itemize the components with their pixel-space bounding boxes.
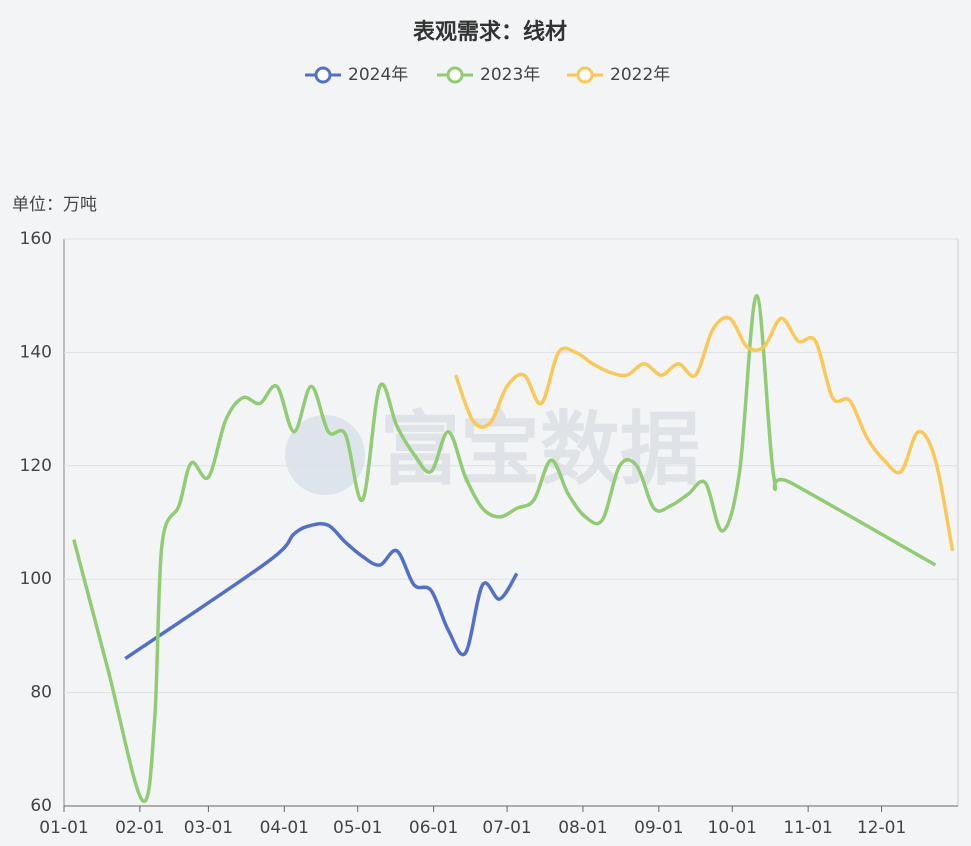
x-tick-label: 09-01 xyxy=(634,818,683,838)
legend-marker xyxy=(446,66,464,84)
x-tick-label: 05-01 xyxy=(333,818,382,838)
x-tick-label: 10-01 xyxy=(708,818,757,838)
x-tick-label: 08-01 xyxy=(558,818,607,838)
x-tick-label: 12-01 xyxy=(857,818,906,838)
x-tick-label: 06-01 xyxy=(409,818,458,838)
legend-label: 2024年 xyxy=(348,65,408,85)
y-tick-label: 100 xyxy=(20,569,52,589)
y-tick-label: 120 xyxy=(20,456,52,476)
line-series xyxy=(454,315,955,552)
chart-title: 表观需求：线材 xyxy=(413,19,567,45)
legend-marker xyxy=(314,66,332,84)
line-series xyxy=(72,293,937,804)
y-tick-label: 60 xyxy=(30,796,52,816)
x-tick-label: 11-01 xyxy=(783,818,832,838)
x-tick-label: 03-01 xyxy=(184,818,233,838)
y-axis-label: 单位：万吨 xyxy=(12,195,97,215)
legend-marker xyxy=(576,66,594,84)
x-tick-label: 07-01 xyxy=(482,818,531,838)
y-tick-label: 80 xyxy=(30,683,52,703)
line-series xyxy=(124,521,519,661)
x-tick-label: 04-01 xyxy=(260,818,309,838)
y-tick-label: 160 xyxy=(20,229,52,249)
x-tick-label: 01-01 xyxy=(39,818,88,838)
x-tick-label: 02-01 xyxy=(115,818,164,838)
y-tick-label: 140 xyxy=(20,342,52,362)
legend-label: 2023年 xyxy=(480,65,540,85)
legend-label: 2022年 xyxy=(610,65,670,85)
